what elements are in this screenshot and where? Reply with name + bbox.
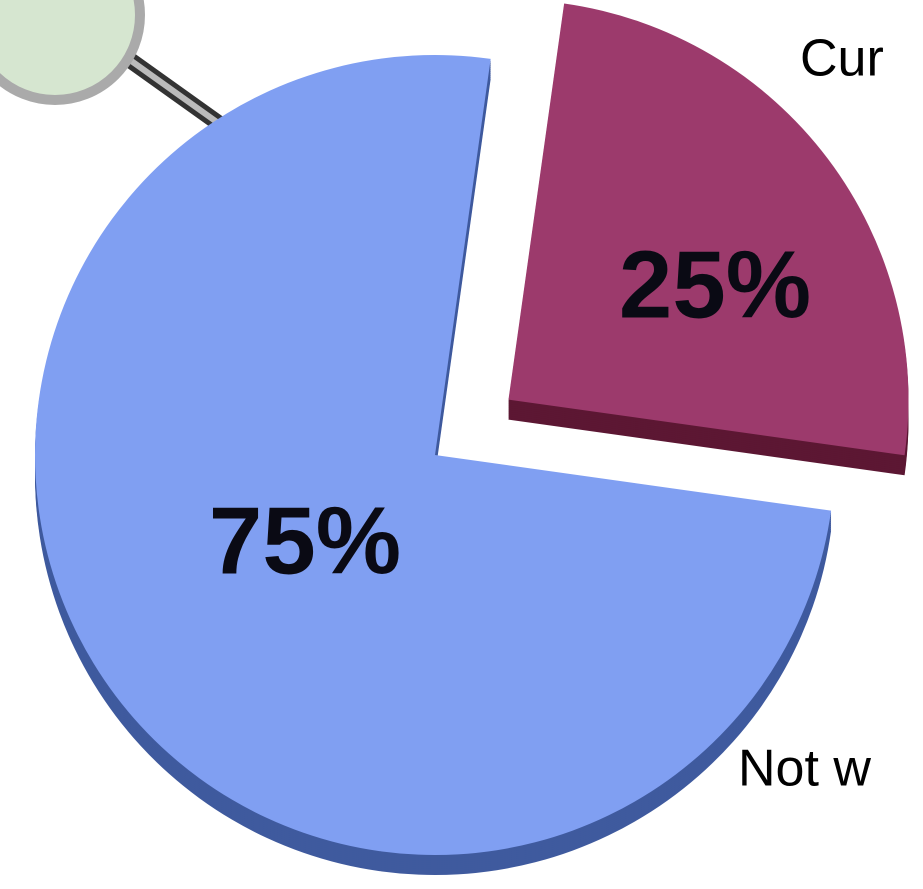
value-label: 75% bbox=[209, 487, 401, 594]
category-label: Cur bbox=[800, 30, 884, 88]
magnifier-icon bbox=[0, 0, 240, 135]
value-label: 25% bbox=[619, 231, 811, 338]
chart: 25% 75% Cur Not w bbox=[0, 0, 923, 889]
category-label: Not w bbox=[738, 740, 871, 798]
